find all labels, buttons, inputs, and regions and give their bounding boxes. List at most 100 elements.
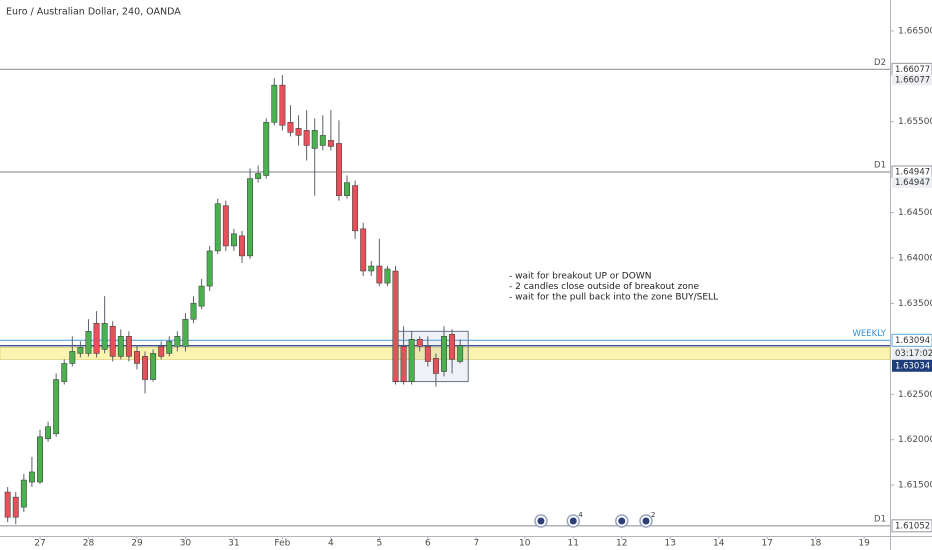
candle-body [4, 491, 11, 518]
x-tick-label: 5 [376, 539, 382, 549]
candle-body [263, 122, 270, 176]
candle-body [28, 471, 35, 483]
candle-body [85, 331, 92, 354]
candle-body [239, 235, 245, 257]
candle-body [449, 334, 456, 360]
y-tick-label: 1.63500 [898, 299, 932, 309]
x-tick-label: 17 [761, 539, 772, 549]
countdown: 03:17:02 [895, 349, 932, 359]
candle-body [190, 302, 197, 320]
level-price-label: 1.61052 [895, 521, 930, 531]
event-icon-core [618, 517, 626, 525]
candle-body [37, 436, 43, 483]
candle-body [69, 351, 76, 364]
candle-body [255, 173, 262, 179]
candle-body [158, 346, 165, 357]
candle-body [125, 336, 132, 357]
candle-body [424, 346, 431, 362]
last-price-label: 1.63034 [895, 361, 930, 371]
annotation: - wait for breakout UP or DOWN [509, 272, 651, 282]
x-tick-label: 4 [328, 539, 334, 549]
event-icon-core [537, 517, 545, 525]
candle-body [287, 122, 294, 133]
candle-body [327, 140, 334, 147]
event-icon-core [642, 517, 650, 525]
candle-body [271, 84, 278, 123]
candle-body [101, 322, 108, 350]
candle-body [182, 318, 189, 347]
candle-body [416, 339, 423, 347]
level-price-label: 1.63094 [895, 336, 930, 346]
candle-body [368, 265, 375, 272]
candle-body [198, 285, 205, 307]
y-tick-label: 1.66500 [898, 26, 932, 36]
candle-body [432, 358, 439, 374]
level-price-tag [892, 74, 932, 86]
level-name: D2 [874, 58, 886, 68]
event-icon-core [569, 517, 577, 525]
level-price-tag-label: 1.66077 [895, 75, 930, 85]
annotation: - wait for the pull back into the zone B… [509, 293, 718, 303]
x-tick-label: 31 [228, 539, 239, 549]
candle-body [214, 203, 221, 252]
y-tick-label: 1.64500 [898, 208, 932, 218]
x-tick-label: 11 [568, 539, 579, 549]
level-name: WEEKLY [852, 329, 886, 339]
level-name: D1 [874, 160, 886, 170]
candle-body [61, 363, 68, 382]
candle-body [12, 496, 19, 518]
candle-body [109, 325, 116, 357]
level-price-label: 1.66077 [895, 65, 930, 75]
candle-body [441, 336, 447, 372]
x-tick-label: 18 [810, 539, 822, 549]
candle-body [400, 346, 407, 382]
candle-body [408, 339, 415, 382]
candle-body [352, 185, 359, 232]
candle-body [53, 379, 60, 435]
candle-body [279, 84, 286, 126]
candle-body [303, 130, 310, 146]
x-tick-label: 13 [665, 539, 676, 549]
candle-body [150, 353, 157, 380]
x-tick-label: 14 [713, 539, 725, 549]
event-count: 4 [578, 511, 583, 519]
y-tick-label: 1.62000 [898, 435, 932, 445]
candle-body [117, 336, 124, 357]
candle-body [344, 182, 350, 196]
x-tick-label: 19 [858, 539, 870, 549]
x-tick-label: 28 [83, 539, 95, 549]
candle-body [206, 250, 213, 287]
level-price-tag-label: 1.64947 [895, 178, 930, 188]
candle-body [20, 479, 27, 508]
x-tick-label: 7 [473, 539, 479, 549]
annotation: - 2 candles close outside of breakout zo… [509, 282, 699, 292]
candle-body [295, 128, 302, 136]
level-price-box [891, 333, 932, 347]
x-tick-label: 12 [616, 539, 627, 549]
y-tick-label: 1.61500 [898, 481, 932, 491]
candle-body [134, 351, 140, 364]
x-tick-label: 27 [34, 539, 45, 549]
candle-body [142, 356, 148, 380]
x-tick-label: 29 [131, 539, 143, 549]
candle-body [457, 345, 464, 362]
y-tick-label: 1.62500 [898, 390, 932, 400]
candle-body [45, 426, 52, 440]
level-price-box [891, 519, 932, 533]
y-tick-label: 1.64000 [898, 254, 932, 264]
candle-body [311, 130, 318, 149]
candle-body [336, 143, 342, 196]
candle-body [77, 347, 84, 354]
last-price-box [892, 359, 932, 372]
x-tick-label: 30 [180, 539, 192, 549]
candle-body [166, 341, 173, 354]
y-tick-label: 1.65500 [898, 117, 932, 127]
candle-body [247, 178, 254, 257]
candle-body [384, 268, 391, 284]
x-tick-label: Feb [274, 539, 290, 549]
candle-body [360, 228, 367, 272]
candle-body [376, 265, 383, 284]
x-tick-label: 6 [425, 539, 431, 549]
level-price-tag [892, 176, 932, 188]
